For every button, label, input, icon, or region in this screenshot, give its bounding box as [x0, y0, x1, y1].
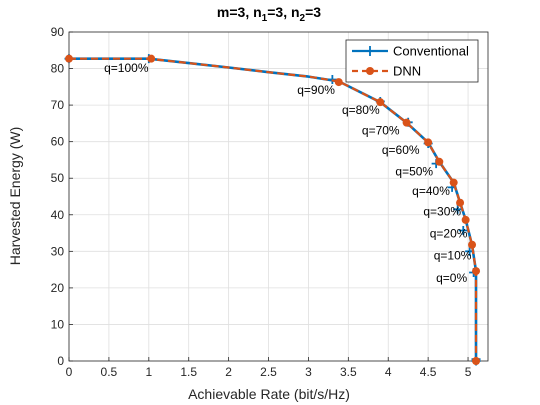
x-tick-label: 3.5 [340, 365, 357, 379]
marker-dnn [435, 157, 444, 166]
x-tick-label: 0 [66, 365, 73, 379]
marker-dnn [461, 215, 470, 224]
series-line-conventional [69, 57, 478, 361]
x-tick-label: 0.5 [101, 365, 118, 379]
y-tick-label: 20 [51, 281, 65, 295]
x-tick-label: 2 [225, 365, 232, 379]
marker-dnn [147, 54, 156, 63]
marker-dnn [334, 78, 343, 87]
annotation-label: q=10% [434, 248, 472, 262]
x-tick-label: 2.5 [260, 365, 277, 379]
title-part-3: =3 [305, 4, 321, 20]
y-tick-label: 10 [51, 317, 65, 331]
marker-dnn [472, 357, 481, 365]
legend-marker-conventional [365, 46, 375, 56]
marker-dnn [424, 138, 433, 147]
annotation-label: q=50% [395, 164, 433, 178]
y-tick-label: 70 [51, 98, 65, 112]
x-tick-label: 1.5 [180, 365, 197, 379]
title-subscript-2: 2 [300, 13, 306, 24]
y-tick-label: 80 [51, 62, 65, 76]
legend-label-dnn: DNN [393, 64, 421, 79]
y-tick-label: 60 [51, 135, 65, 149]
annotation-label: q=40% [412, 184, 450, 198]
y-tick-label: 50 [51, 171, 65, 185]
legend-label-conventional: Conventional [393, 44, 469, 59]
title-part-2: =3, n [267, 4, 299, 20]
title-subscript-1: 1 [262, 13, 268, 24]
annotation-label: q=70% [362, 123, 400, 137]
legend-box [345, 39, 479, 83]
title-part-1: m=3, n [217, 4, 262, 20]
series-line-dnn [69, 57, 478, 361]
annotation-label: q=30% [423, 205, 461, 219]
marker-dnn [472, 267, 481, 276]
annotation-label: q=60% [382, 143, 420, 157]
chart-title: m=3, n1=3, n2=3 [217, 4, 321, 24]
legend: Conventional DNN [345, 39, 479, 83]
y-tick-label: 40 [51, 208, 65, 222]
annotation-label: q=80% [342, 103, 380, 117]
marker-dnn [449, 178, 458, 187]
x-tick-label: 3 [305, 365, 312, 379]
marker-conventional [458, 225, 468, 235]
y-tick-label: 0 [57, 354, 64, 368]
marker-conventional [453, 204, 463, 214]
series-layer [64, 54, 481, 366]
x-axis-title: Achievable Rate (bit/s/Hz) [188, 386, 350, 402]
marker-dnn [65, 54, 73, 63]
legend-marker-dnn [366, 67, 374, 75]
x-tick-label: 5 [465, 365, 472, 379]
annotation-layer: q=100% q=90% q=80% q=70% q=60% q=50% q=40% q=30… [104, 61, 472, 285]
x-tick-label: 4 [385, 365, 392, 379]
y-tick-label: 30 [51, 244, 65, 258]
annotation-label: q=20% [430, 226, 468, 240]
marker-dnn [376, 98, 385, 107]
annotation-label: q=0% [436, 271, 467, 285]
annotation-label: q=100% [104, 61, 149, 75]
x-tick-label: 1 [145, 365, 152, 379]
x-tick-label: 4.5 [420, 365, 437, 379]
plot-frame [68, 31, 489, 362]
annotation-label: q=90% [297, 83, 335, 97]
marker-dnn [402, 118, 411, 127]
marker-dnn [456, 198, 465, 207]
marker-dnn [468, 240, 477, 249]
y-axis-title: Harvested Energy (W) [7, 127, 23, 265]
y-tick-label: 90 [51, 25, 65, 39]
